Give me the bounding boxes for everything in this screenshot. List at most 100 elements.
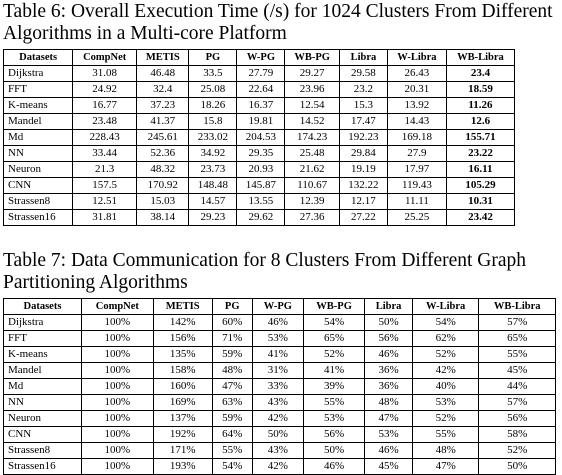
column-header: W-PG — [236, 49, 286, 66]
table-cell: 12.54 — [284, 97, 340, 114]
table-cell: 48% — [411, 442, 480, 459]
table-cell: 43% — [251, 442, 304, 459]
table-cell: 13.92 — [386, 97, 447, 114]
data-table: Datasets CompNet METIS PG W-PG WB-PG Libra W-Li… — [3, 298, 556, 475]
table-cell: 53% — [364, 426, 413, 443]
table-cell: 24.92 — [72, 81, 138, 98]
table-cell: 100% — [80, 362, 154, 379]
table-row: Strassen16 100% 193% 54% 42% 46% 45% 47% 50% — [3, 458, 556, 475]
table-cell: 31.08 — [72, 65, 138, 82]
table-cell: 52% — [411, 410, 480, 427]
row-label: Strassen16 — [3, 458, 82, 475]
table-cell: 31.81 — [72, 209, 138, 226]
table-cell: 11.26 — [445, 97, 516, 114]
column-header: WB-Libra — [445, 49, 516, 66]
table-cell: 31% — [251, 362, 304, 379]
table-cell: 42% — [251, 410, 304, 427]
table-cell: 142% — [152, 314, 213, 331]
table-cell: 23.22 — [445, 145, 516, 162]
row-label: Md — [2, 129, 74, 146]
table-cell: 46% — [364, 442, 413, 459]
table-cell: 100% — [80, 458, 154, 475]
table-cell: 47% — [411, 458, 480, 475]
column-header: WB-Libra — [478, 298, 556, 315]
row-label: Mandel — [3, 362, 82, 379]
row-label: Neuron — [2, 161, 74, 178]
row-label: Dijkstra — [2, 65, 74, 82]
table-cell: 23.2 — [338, 81, 388, 98]
table-cell: 16.37 — [236, 97, 286, 114]
table-cell: 12.6 — [445, 113, 516, 130]
column-header: W-Libra — [411, 298, 480, 315]
table-cell: 25.25 — [386, 209, 447, 226]
table-cell: 47% — [211, 378, 253, 395]
table-cell: 52% — [478, 442, 556, 459]
table-cell: 38.14 — [136, 209, 190, 226]
table-cell: 29.27 — [284, 65, 340, 82]
row-label: FFT — [3, 330, 82, 347]
table-row: Neuron 100% 137% 59% 42% 53% 47% 52% 56% — [3, 410, 556, 427]
row-label: CNN — [2, 177, 74, 194]
table-cell: 245.61 — [136, 129, 190, 146]
column-header: PG — [188, 49, 238, 66]
table-cell: 42% — [411, 362, 480, 379]
table-cell: 55% — [302, 394, 366, 411]
table-cell: 20.31 — [386, 81, 447, 98]
table-cell: 42% — [251, 458, 304, 475]
table-cell: 56% — [364, 330, 413, 347]
table-cell: 33.44 — [72, 145, 138, 162]
table-cell: 233.02 — [188, 129, 238, 146]
table-row: Neuron 21.3 48.32 23.73 20.93 21.62 19.19 17.97… — [2, 161, 516, 178]
table-cell: 20.93 — [236, 161, 286, 178]
table-cell: 15.8 — [188, 113, 238, 130]
table-cell: 100% — [80, 426, 154, 443]
column-header: W-Libra — [386, 49, 447, 66]
table-cell: 48% — [364, 394, 413, 411]
table-cell: 59% — [211, 346, 253, 363]
row-label: Dijkstra — [3, 314, 82, 331]
table-cell: 34.92 — [188, 145, 238, 162]
row-label: Strassen8 — [2, 193, 74, 210]
table-cell: 22.64 — [236, 81, 286, 98]
table-cell: 41.37 — [136, 113, 190, 130]
table-cell: 100% — [80, 330, 154, 347]
table-cell: 27.79 — [236, 65, 286, 82]
table-cell: 54% — [411, 314, 480, 331]
table-cell: 16.11 — [445, 161, 516, 178]
table-row: Dijkstra 100% 142% 60% 46% 54% 50% 54% 57% — [3, 314, 556, 331]
table-cell: 46% — [251, 314, 304, 331]
column-header: WB-PG — [302, 298, 366, 315]
table-cell: 160% — [152, 378, 213, 395]
row-label: CNN — [3, 426, 82, 443]
table-cell: 25.08 — [188, 81, 238, 98]
table-cell: 52% — [302, 346, 366, 363]
table-cell: 29.84 — [338, 145, 388, 162]
row-label: Md — [3, 378, 82, 395]
row-label: Mandel — [2, 113, 74, 130]
column-header: CompNet — [72, 49, 138, 66]
table-caption: Table 7: Data Communication for 8 Cluste… — [3, 250, 527, 293]
table-cell: 36% — [364, 362, 413, 379]
table-cell: 156% — [152, 330, 213, 347]
table-cell: 100% — [80, 314, 154, 331]
table-cell: 192.23 — [338, 129, 388, 146]
table-row: FFT 24.92 32.4 25.08 22.64 23.96 23.2 20.31 18.5… — [2, 81, 516, 98]
table-cell: 135% — [152, 346, 213, 363]
table-row: NN 33.44 52.36 34.92 29.35 25.48 29.84 27.9 23.2… — [2, 145, 516, 162]
table-cell: 27.9 — [386, 145, 447, 162]
table-cell: 18.26 — [188, 97, 238, 114]
table-cell: 37.23 — [136, 97, 190, 114]
table-cell: 155.71 — [445, 129, 516, 146]
header-row: Datasets CompNet METIS PG W-PG WB-PG Libra W-Li… — [3, 298, 556, 315]
table-row: NN 100% 169% 63% 43% 55% 48% 53% 57% — [3, 394, 556, 411]
table-cell: 41% — [251, 346, 304, 363]
table-cell: 57% — [478, 314, 556, 331]
table-row: Md 100% 160% 47% 33% 39% 36% 40% 44% — [3, 378, 556, 395]
table-cell: 29.23 — [188, 209, 238, 226]
table-cell: 17.97 — [386, 161, 447, 178]
row-label: K-means — [2, 97, 74, 114]
row-label: Strassen16 — [2, 209, 74, 226]
table-cell: 100% — [80, 346, 154, 363]
table-cell: 157.5 — [72, 177, 138, 194]
